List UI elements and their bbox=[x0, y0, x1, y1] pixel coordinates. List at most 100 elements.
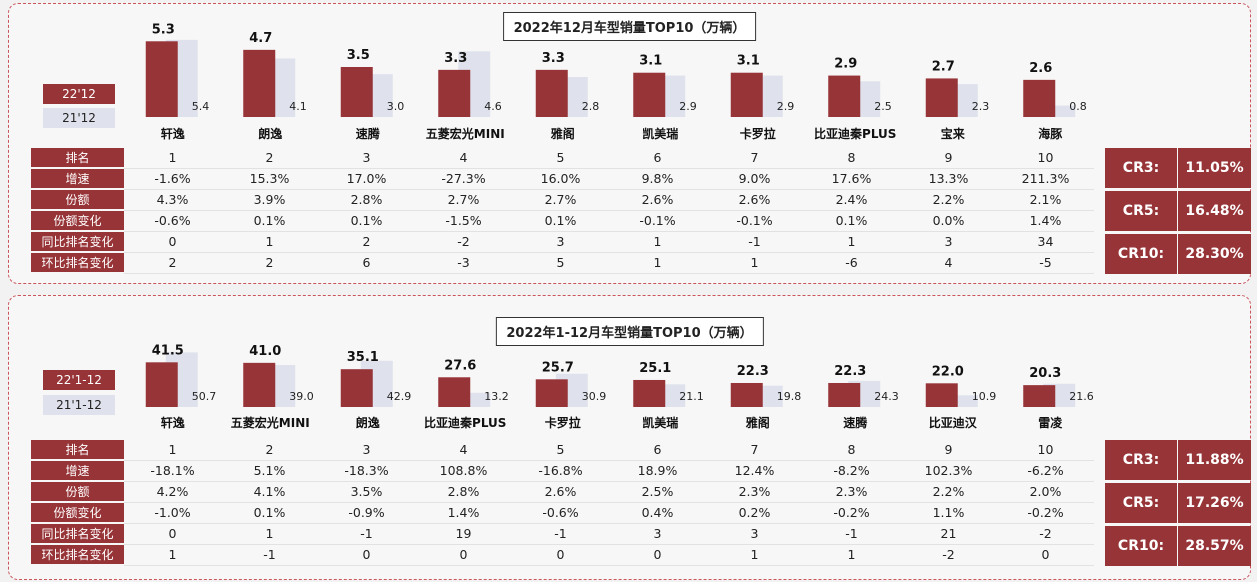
bar-current bbox=[438, 377, 471, 407]
table-cell: 9 bbox=[900, 440, 997, 461]
table-cell: 13.3% bbox=[900, 168, 997, 190]
table-cell: -1 bbox=[706, 231, 803, 253]
table-cell: 5.1% bbox=[221, 460, 318, 482]
table-cell: 2.6% bbox=[706, 189, 803, 211]
table-cell: 1 bbox=[803, 544, 900, 566]
table-cell: 4 bbox=[415, 440, 512, 461]
table-cell: 4 bbox=[900, 252, 997, 274]
table-cell: 5 bbox=[512, 252, 609, 274]
data-label-previous: 0.8 bbox=[1069, 100, 1087, 113]
table-cell: 0 bbox=[609, 544, 706, 566]
table-cell: -18.1% bbox=[124, 460, 221, 482]
table-cell: -0.1% bbox=[706, 210, 803, 232]
table-cell: -0.2% bbox=[997, 502, 1094, 524]
data-label-current: 2.7 bbox=[932, 59, 955, 74]
table-cell: -3 bbox=[415, 252, 512, 274]
table-row: 增速 -1.6% 15.3% 17.0% -27.3% 16.0% 9.8% 9.0% 17.6… bbox=[31, 168, 1094, 190]
category-label: 轩逸 bbox=[161, 415, 185, 430]
table-cell: 2.3% bbox=[803, 481, 900, 503]
data-label-previous: 2.3 bbox=[972, 100, 990, 113]
cr-value: 17.26% bbox=[1185, 495, 1244, 511]
data-label-previous: 4.1 bbox=[289, 100, 307, 113]
table-cell: 211.3% bbox=[997, 168, 1094, 190]
category-label: 雅阁 bbox=[745, 415, 770, 430]
bar-previous bbox=[1043, 105, 1076, 117]
table-cell: -6.2% bbox=[997, 460, 1094, 482]
table-cell: 102.3% bbox=[900, 460, 997, 482]
bar-current bbox=[1023, 79, 1056, 117]
bar-current bbox=[340, 369, 373, 407]
table-cell: 4.2% bbox=[124, 481, 221, 503]
table-cell: 15.3% bbox=[221, 168, 318, 190]
table-cell: 2 bbox=[318, 231, 415, 253]
table-cell: -8.2% bbox=[803, 460, 900, 482]
table-cell: -0.1% bbox=[609, 210, 706, 232]
table-cell: -2 bbox=[997, 523, 1094, 545]
data-label-current: 2.9 bbox=[834, 57, 857, 72]
category-label: 速腾 bbox=[843, 415, 868, 430]
table-cell: 3 bbox=[318, 440, 415, 461]
table-row: 增速 -18.1% 5.1% -18.3% 108.8% -16.8% 18.9% 12.4%… bbox=[31, 460, 1094, 482]
bar-current bbox=[633, 72, 666, 117]
cr-value: 16.48% bbox=[1185, 203, 1244, 219]
table-cell: 9.8% bbox=[609, 168, 706, 190]
table-cell: 3 bbox=[318, 148, 415, 169]
table-cell: 2.8% bbox=[318, 189, 415, 211]
bar-chart-monthly: 5.3 5.4 轩逸 4.7 4.1 朗逸 3.5 3.0 速腾 3.3 4.6 五菱宏光MINI 3.… bbox=[145, 22, 1087, 141]
table-cell: 6 bbox=[318, 252, 415, 274]
table-cell: 2.2% bbox=[900, 189, 997, 211]
row-label: 环比排名变化 bbox=[31, 544, 124, 566]
table-cell: 6 bbox=[609, 148, 706, 169]
table-cell: 2 bbox=[221, 440, 318, 461]
table-cell: 0 bbox=[997, 544, 1094, 566]
table-cell: 2.7% bbox=[415, 189, 512, 211]
table-cell: 2.0% bbox=[997, 481, 1094, 503]
category-label: 朗逸 bbox=[356, 415, 380, 430]
table-cell: 10 bbox=[997, 440, 1094, 461]
data-label-current: 3.1 bbox=[639, 54, 662, 69]
bar-current bbox=[438, 69, 471, 117]
data-label-current: 5.3 bbox=[152, 22, 175, 37]
data-label-current: 27.6 bbox=[444, 358, 476, 373]
data-label-current: 3.3 bbox=[542, 51, 565, 66]
monthly-top10-panel: 2022年12月车型销量TOP10（万辆） 22'12 21'12 5.3 5.4… bbox=[8, 3, 1251, 284]
category-label: 比亚迪秦PLUS bbox=[424, 415, 506, 430]
metrics-table-annual: 排名 1 2 3 4 5 6 7 8 9 10 增速 -18.1% 5.1% -18.3% 108.8% -16… bbox=[31, 440, 1094, 566]
table-cell: 1 bbox=[124, 544, 221, 566]
table-cell: -2 bbox=[415, 231, 512, 253]
table-cell: 1 bbox=[706, 544, 803, 566]
table-cell: 1.4% bbox=[997, 210, 1094, 232]
bar-current bbox=[925, 78, 958, 117]
table-cell: 17.6% bbox=[803, 168, 900, 190]
row-label: 排名 bbox=[31, 148, 124, 169]
table-cell: 3 bbox=[706, 523, 803, 545]
cr-value: 28.57% bbox=[1185, 538, 1244, 554]
table-cell: 2.1% bbox=[997, 189, 1094, 211]
table-cell: 3 bbox=[609, 523, 706, 545]
row-label: 份额 bbox=[31, 481, 124, 503]
data-label-current: 4.7 bbox=[249, 31, 272, 46]
table-cell: -1 bbox=[803, 523, 900, 545]
table-cell: 0 bbox=[124, 231, 221, 253]
row-label: 份额变化 bbox=[31, 502, 124, 524]
row-label: 增速 bbox=[31, 460, 124, 482]
table-cell: -27.3% bbox=[415, 168, 512, 190]
table-row: 排名 1 2 3 4 5 6 7 8 9 10 bbox=[31, 148, 1094, 169]
table-cell: -1 bbox=[512, 523, 609, 545]
cr-box: CR10: 28.30% bbox=[1105, 234, 1251, 274]
legend-current: 22'1-12 bbox=[43, 370, 115, 390]
data-label-previous: 2.9 bbox=[679, 100, 697, 113]
table-cell: 0.1% bbox=[221, 502, 318, 524]
table-cell: -2 bbox=[900, 544, 997, 566]
table-cell: -1.5% bbox=[415, 210, 512, 232]
category-label: 比亚迪秦PLUS bbox=[814, 126, 896, 141]
table-cell: 1.1% bbox=[900, 502, 997, 524]
data-label-previous: 4.6 bbox=[484, 100, 502, 113]
bar-current bbox=[243, 49, 276, 117]
table-cell: 2.8% bbox=[415, 481, 512, 503]
category-label: 五菱宏光MINI bbox=[231, 415, 310, 430]
cr-label: CR10: bbox=[1105, 526, 1178, 566]
table-cell: -1.0% bbox=[124, 502, 221, 524]
bar-chart-annual: 41.5 50.7 轩逸 41.0 39.0 五菱宏光MINI 35.1 42.9 朗逸 27.6… bbox=[145, 343, 1094, 430]
table-cell: 1 bbox=[803, 231, 900, 253]
